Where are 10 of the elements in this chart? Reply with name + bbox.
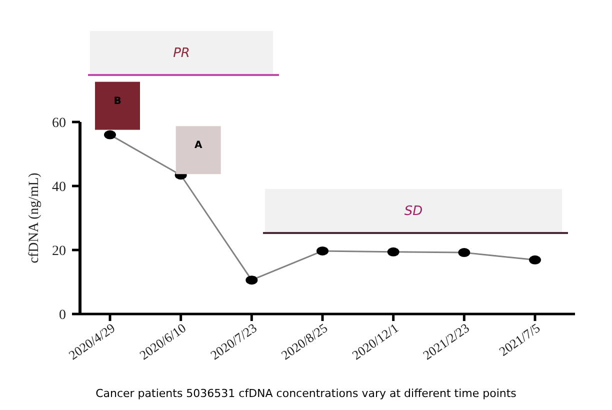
y-tick-label: 40 bbox=[52, 180, 66, 195]
text: Cancer patients 5036531 cfDNA concentrations vary at different time points bbox=[96, 387, 517, 400]
annotation: A bbox=[194, 140, 202, 152]
y-tick-label: 20 bbox=[52, 244, 66, 259]
y-axis-title: cfDNA (ng/mL) bbox=[27, 172, 42, 264]
annotation: B bbox=[114, 96, 122, 107]
y-tick-label: 0 bbox=[59, 308, 66, 323]
text: PR bbox=[173, 46, 190, 61]
y-tick-label: 60 bbox=[52, 116, 66, 131]
annotation: SD bbox=[404, 204, 423, 219]
